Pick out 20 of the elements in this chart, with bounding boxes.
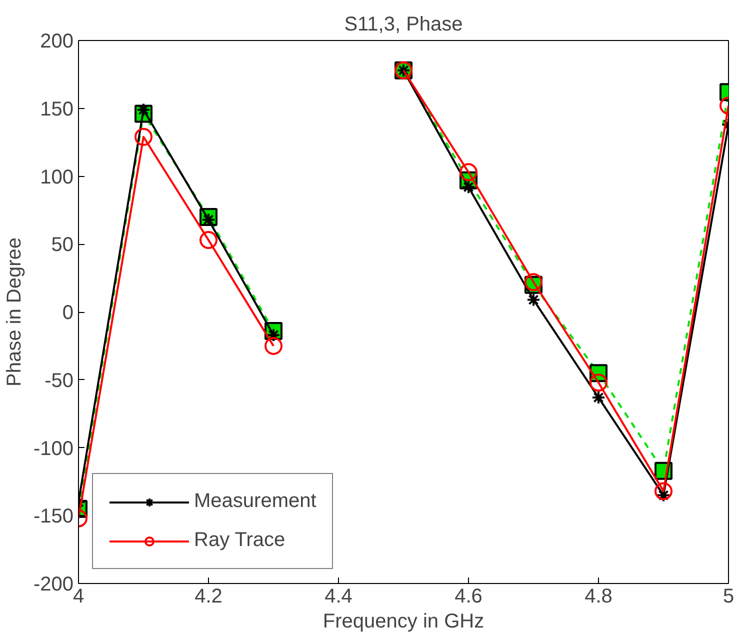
y-tick-label: 100 [40, 166, 74, 188]
y-tick-label: -50 [44, 370, 74, 392]
x-tick-label: 5 [722, 586, 734, 608]
x-tick-label: 4.6 [454, 586, 482, 608]
y-tick-label: 50 [51, 234, 74, 256]
x-tick-label: 4.4 [324, 586, 352, 608]
y-tick-label: 200 [40, 30, 74, 52]
legend-label: Measurement [194, 490, 316, 513]
y-tick-label: -150 [33, 506, 74, 528]
y-tick-label: 0 [62, 302, 74, 324]
y-axis-title: Phase in Degree [3, 238, 26, 386]
x-tick-label: 4.8 [584, 586, 612, 608]
y-tick-label: -200 [33, 574, 74, 596]
x-tick-label: 4.2 [194, 586, 222, 608]
x-tick-label: 4 [72, 586, 84, 608]
legend-label: Ray Trace [194, 529, 286, 552]
y-tick-label: -100 [33, 438, 74, 460]
chart-title: S11,3, Phase [344, 14, 463, 36]
y-tick-label: 150 [40, 98, 74, 120]
x-axis-title: Frequency in GHz [322, 610, 484, 632]
